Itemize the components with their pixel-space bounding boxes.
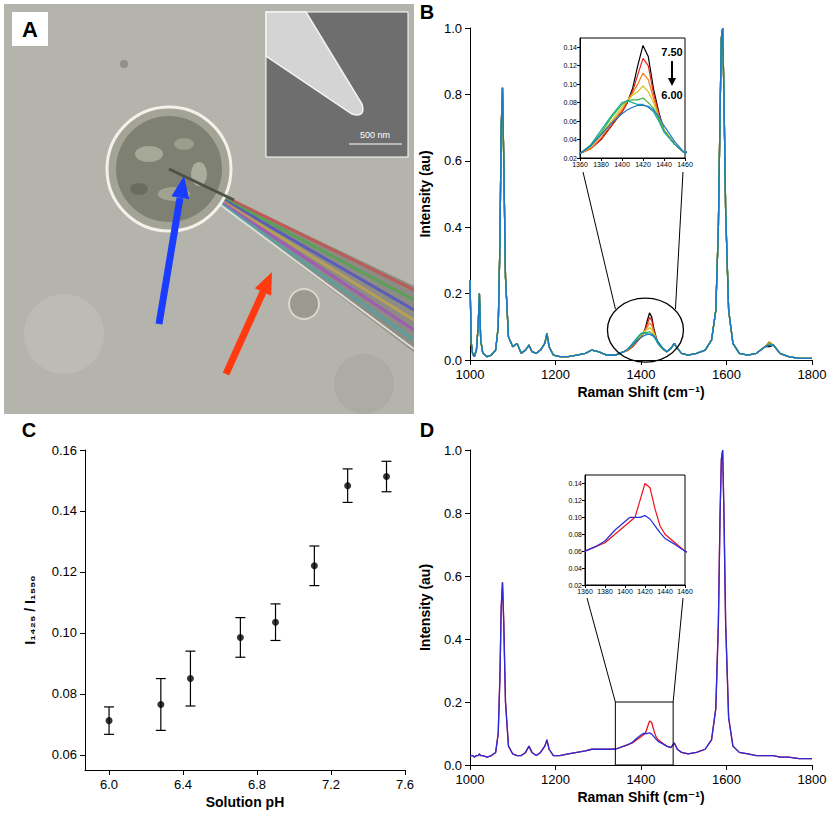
svg-text:1360: 1360: [577, 588, 593, 595]
svg-text:0.12: 0.12: [563, 62, 577, 69]
svg-text:C: C: [22, 419, 36, 441]
svg-text:0.10: 0.10: [568, 514, 582, 521]
svg-text:0.2: 0.2: [444, 286, 462, 301]
svg-text:B: B: [420, 1, 434, 23]
svg-text:1420: 1420: [635, 161, 651, 168]
svg-text:0.14: 0.14: [52, 503, 77, 518]
svg-text:0.06: 0.06: [563, 118, 577, 125]
svg-text:0.4: 0.4: [444, 220, 462, 235]
svg-text:1460: 1460: [677, 161, 693, 168]
svg-text:0.08: 0.08: [563, 99, 577, 106]
svg-text:1200: 1200: [541, 367, 570, 382]
svg-text:0.0: 0.0: [444, 353, 462, 368]
svg-text:0.04: 0.04: [563, 136, 577, 143]
svg-text:6.0: 6.0: [100, 777, 118, 792]
svg-text:1.0: 1.0: [444, 443, 462, 458]
svg-text:1.0: 1.0: [444, 21, 462, 36]
svg-text:7.6: 7.6: [396, 777, 414, 792]
svg-text:6.4: 6.4: [174, 777, 192, 792]
svg-text:1600: 1600: [712, 367, 741, 382]
svg-text:1400: 1400: [617, 588, 633, 595]
svg-text:0.8: 0.8: [444, 506, 462, 521]
svg-text:1200: 1200: [541, 772, 570, 787]
svg-text:1000: 1000: [456, 367, 485, 382]
svg-text:A: A: [22, 17, 38, 42]
svg-text:0.06: 0.06: [52, 747, 77, 762]
svg-text:1800: 1800: [798, 772, 827, 787]
svg-text:1440: 1440: [656, 161, 672, 168]
svg-text:0.14: 0.14: [568, 480, 582, 487]
svg-text:1400: 1400: [614, 161, 630, 168]
svg-text:1440: 1440: [657, 588, 673, 595]
svg-text:0.08: 0.08: [568, 531, 582, 538]
svg-text:Raman Shift (cm⁻¹): Raman Shift (cm⁻¹): [577, 789, 704, 805]
svg-text:Intensity (au): Intensity (au): [417, 150, 433, 237]
svg-text:0.10: 0.10: [563, 81, 577, 88]
svg-text:1000: 1000: [456, 772, 485, 787]
svg-text:0.8: 0.8: [444, 87, 462, 102]
svg-text:0.08: 0.08: [52, 686, 77, 701]
svg-text:0.12: 0.12: [52, 564, 77, 579]
svg-text:1460: 1460: [677, 588, 693, 595]
svg-text:1600: 1600: [712, 772, 741, 787]
svg-text:0.0: 0.0: [444, 758, 462, 773]
svg-text:1380: 1380: [597, 588, 613, 595]
svg-text:7.50: 7.50: [661, 46, 682, 58]
svg-text:6.00: 6.00: [661, 89, 682, 101]
svg-text:1400: 1400: [627, 772, 656, 787]
svg-text:0.6: 0.6: [444, 153, 462, 168]
svg-text:0.14: 0.14: [563, 44, 577, 51]
svg-text:I₁₄₂₅ / I₁₅₉₀: I₁₄₂₅ / I₁₅₉₀: [22, 575, 38, 644]
svg-text:0.02: 0.02: [568, 581, 582, 589]
svg-text:0.2: 0.2: [444, 695, 462, 710]
svg-text:0.6: 0.6: [444, 569, 462, 584]
svg-text:D: D: [420, 419, 434, 441]
svg-text:Raman Shift (cm⁻¹): Raman Shift (cm⁻¹): [577, 384, 704, 400]
svg-text:0.10: 0.10: [52, 625, 77, 640]
svg-text:Solution pH: Solution pH: [206, 794, 285, 810]
svg-text:0.12: 0.12: [568, 497, 582, 504]
svg-text:0.06: 0.06: [568, 548, 582, 555]
svg-text:0.4: 0.4: [444, 632, 462, 647]
svg-text:6.8: 6.8: [248, 777, 266, 792]
svg-text:500 nm: 500 nm: [360, 130, 390, 140]
svg-text:1800: 1800: [798, 367, 827, 382]
svg-text:Intensity (au): Intensity (au): [417, 564, 433, 651]
svg-text:0.04: 0.04: [568, 565, 582, 572]
svg-text:1360: 1360: [572, 161, 588, 168]
svg-text:0.16: 0.16: [52, 443, 77, 458]
svg-text:1380: 1380: [593, 161, 609, 168]
svg-text:7.2: 7.2: [322, 777, 340, 792]
svg-text:0.02: 0.02: [563, 154, 577, 162]
svg-text:1400: 1400: [627, 367, 656, 382]
svg-text:1420: 1420: [637, 588, 653, 595]
